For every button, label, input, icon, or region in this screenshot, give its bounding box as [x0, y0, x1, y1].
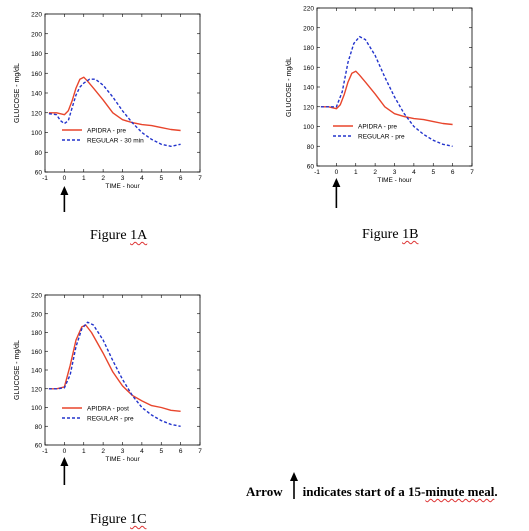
fig-a-xaxis-label: TIME - hour — [105, 183, 140, 190]
fig-b-xtick-label: -1 — [314, 169, 320, 176]
fig-c-ytick-label: 220 — [31, 293, 42, 300]
fig-c-xtick-label: 6 — [179, 448, 183, 455]
fig-c-ytick-label: 200 — [31, 311, 42, 318]
fig-a-ytick-label: 220 — [31, 12, 42, 19]
fig-a-ytick-label: 160 — [31, 71, 42, 78]
fig-c-ytick-label: 160 — [31, 349, 42, 356]
fig-b-xtick-label: 2 — [373, 169, 377, 176]
fig-a-meal-arrow-icon — [60, 186, 69, 195]
fig-a-xtick-label: 4 — [140, 175, 144, 182]
fig-b-ytick-label: 60 — [307, 164, 315, 171]
fig-b-ytick-label: 120 — [303, 104, 314, 111]
figure-1a-chart: 60 80 100 120 140 160 180 200 220 -1 0 1 2 3 4 5 6 7 TIME … — [14, 12, 202, 212]
figure-1b-caption: Figure 1B — [362, 227, 418, 243]
fig-a-xtick-label: 3 — [121, 175, 125, 182]
fig-b-ytick-label: 80 — [307, 144, 315, 151]
fig-b-xtick-label: 4 — [412, 169, 416, 176]
fig-a-series-apidra-line — [48, 76, 181, 132]
fig-a-ytick-label: 80 — [35, 150, 43, 157]
fig-c-ytick-label: 180 — [31, 330, 42, 337]
fig-a-ytick-label: 120 — [31, 110, 42, 117]
fig-a-xtick-label: 5 — [159, 175, 163, 182]
fig-a-ytick-label: 140 — [31, 91, 42, 98]
fig-c-ytick-label: 100 — [31, 405, 42, 412]
fig-c-legend-label: REGULAR - pre — [87, 416, 134, 423]
fig-a-ytick-label: 180 — [31, 51, 42, 58]
fig-b-ytick-label: 180 — [303, 45, 314, 52]
fig-a-ytick-label: 60 — [35, 170, 43, 177]
fig-c-meal-arrow-icon — [60, 457, 69, 466]
fig-b-legend-label: REGULAR - pre — [358, 134, 405, 141]
up-arrow-icon — [289, 472, 298, 499]
figure-1b-caption-prefix: Figure — [362, 227, 403, 242]
fig-b-yaxis-label: GLUCOSE - mg/dL — [286, 57, 293, 117]
fig-b-ytick-label: 100 — [303, 124, 314, 131]
figure-1a-panel: 60 80 100 120 140 160 180 200 220 -1 0 1 2 3 4 5 6 7 TIME … — [0, 0, 215, 225]
fig-a-xtick-label: 2 — [101, 175, 105, 182]
fig-c-xtick-label: 5 — [159, 448, 163, 455]
figure-1c-caption: Figure 1C — [90, 512, 146, 528]
footnote-suffix: . — [494, 484, 498, 499]
figure-1c-caption-prefix: Figure — [90, 512, 131, 527]
fig-a-yaxis-label: GLUCOSE - mg/dL — [14, 63, 21, 123]
figure-1a-caption-prefix: Figure — [90, 228, 131, 243]
footnote-middle: indicates start of a 15- — [302, 484, 426, 499]
figure-1a-caption: Figure 1A — [90, 228, 147, 244]
fig-a-xtick-label: 0 — [63, 175, 67, 182]
fig-b-ytick-label: 160 — [303, 65, 314, 72]
fig-a-ytick-label: 200 — [31, 31, 42, 38]
figure-1a-caption-suffix: 1A — [130, 228, 148, 243]
fig-b-xaxis-label: TIME - hour — [377, 177, 412, 184]
fig-a-ytick-label: 100 — [31, 130, 42, 137]
fig-c-ytick-label: 140 — [31, 368, 42, 375]
fig-b-plot-frame — [316, 7, 473, 167]
fig-b-xtick-label: 5 — [431, 169, 435, 176]
fig-c-ytick-label: 60 — [35, 443, 43, 450]
fig-c-ytick-label: 120 — [31, 386, 42, 393]
fig-c-xtick-label: 7 — [198, 448, 202, 455]
fig-c-xtick-label: 0 — [63, 448, 67, 455]
footnote-underlined: minute meal — [425, 484, 495, 499]
fig-a-series-regular-line — [48, 78, 181, 147]
fig-a-xtick-label: 6 — [179, 175, 183, 182]
fig-a-xtick-label: 7 — [198, 175, 202, 182]
figure-1b-panel: 60 80 100 120 140 160 180 200 220 -1 0 1 2 3 4 5 6 7 TIME … — [280, 0, 495, 225]
fig-a-xtick-label: -1 — [42, 175, 48, 182]
fig-c-xtick-label: 4 — [140, 448, 144, 455]
fig-b-xtick-label: 3 — [393, 169, 397, 176]
fig-c-xtick-label: -1 — [42, 448, 48, 455]
fig-c-xaxis-label: TIME - hour — [105, 456, 140, 463]
fig-b-xtick-label: 0 — [335, 169, 339, 176]
fig-b-ytick-label: 200 — [303, 25, 314, 32]
fig-c-ytick-label: 80 — [35, 424, 43, 431]
fig-a-legend-label: APIDRA - pre — [87, 128, 126, 135]
figure-1c-chart: 60 80 100 120 140 160 180 200 220 -1 0 1 2 3 4 5 6 7 TIME … — [14, 293, 202, 485]
fig-b-ytick-label: 140 — [303, 85, 314, 92]
fig-b-ytick-label: 220 — [303, 6, 314, 13]
figure-1c-caption-suffix: 1C — [130, 512, 147, 527]
fig-b-meal-arrow-icon — [332, 178, 341, 187]
fig-b-series-apidra-line — [320, 70, 453, 126]
fig-c-xtick-label: 1 — [82, 448, 86, 455]
fig-a-xtick-label: 1 — [82, 175, 86, 182]
fig-a-plot-frame — [44, 13, 201, 173]
fig-c-legend-label: APIDRA - post — [87, 406, 129, 413]
fig-c-xtick-label: 2 — [101, 448, 105, 455]
figure-1b-caption-suffix: 1B — [402, 227, 419, 242]
fig-c-xtick-label: 3 — [121, 448, 125, 455]
footnote-prefix: Arrow — [246, 484, 283, 499]
fig-c-series-regular-line — [48, 321, 181, 427]
fig-a-legend-label: REGULAR - 30 min — [87, 138, 144, 145]
fig-b-xtick-label: 6 — [451, 169, 455, 176]
fig-b-legend-label: APIDRA - pre — [358, 124, 397, 131]
arrow-footnote: Arrow indicates start of a 15- minute mea… — [246, 472, 498, 500]
fig-c-yaxis-label: GLUCOSE - mg/dL — [14, 340, 21, 400]
fig-c-series-apidra-line — [48, 324, 181, 412]
fig-b-xtick-label: 7 — [470, 169, 474, 176]
figure-1b-chart: 60 80 100 120 140 160 180 200 220 -1 0 1 2 3 4 5 6 7 TIME … — [286, 6, 474, 208]
fig-b-xtick-label: 1 — [354, 169, 358, 176]
figure-1c-panel: 60 80 100 120 140 160 180 200 220 -1 0 1 2 3 4 5 6 7 TIME … — [0, 285, 215, 485]
fig-b-series-regular-line — [320, 35, 453, 147]
